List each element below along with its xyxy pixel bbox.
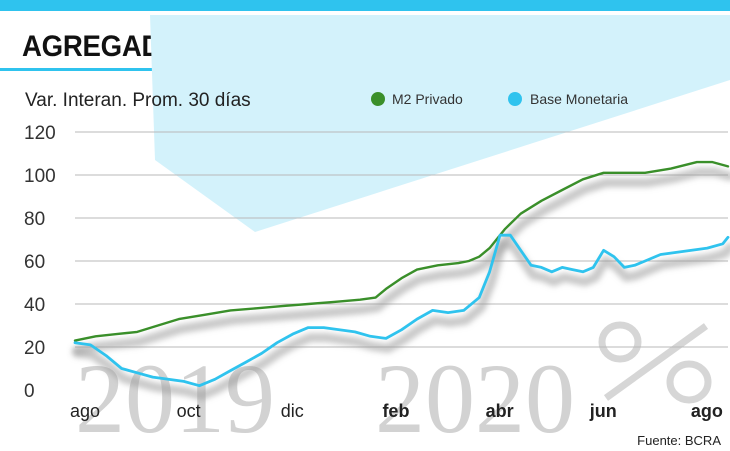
x-tick-label-abr-4: abr [486, 401, 514, 421]
series-shadow-base-monetaria [72, 240, 730, 401]
x-tick-label-feb-3: feb [382, 401, 409, 421]
series-lines [73, 160, 730, 388]
y-axis-tick-labels: 0 20 40 60 80 100 120 [24, 123, 56, 402]
chart-subtitle: Var. Interan. Prom. 30 días [25, 90, 251, 111]
legend-label-base: Base Monetaria [530, 91, 628, 107]
y-tick-label-20: 20 [24, 338, 45, 359]
y-tick-label-80: 80 [24, 209, 45, 230]
y-tick-label-60: 60 [24, 252, 45, 273]
top-accent-band [0, 0, 730, 11]
x-tick-label-oct-1: oct [177, 401, 201, 421]
y-tick-label-0: 0 [24, 381, 35, 402]
y-gridlines [75, 131, 728, 348]
x-axis-tick-labels: ago oct dic feb abr jun ago [70, 401, 723, 421]
legend-label-m2: M2 Privado [392, 91, 463, 107]
x-tick-label-dic-2: dic [281, 401, 304, 421]
x-tick-label-ago-6: ago [691, 401, 723, 421]
background-diagonal-band [150, 15, 730, 232]
x-tick-label-ago-0: ago [70, 401, 100, 421]
legend: M2 Privado Base Monetaria [371, 91, 628, 107]
series-shadows [72, 167, 730, 401]
legend-swatch-base [508, 92, 522, 106]
source-note: Fuente: BCRA [637, 433, 721, 448]
watermark-year-2020: 2020 [375, 343, 575, 451]
series-line-base-monetaria [73, 233, 730, 388]
series-line-m2-privado [73, 160, 730, 342]
y-tick-label-120: 120 [24, 123, 56, 144]
series-shadow-m2-privado [72, 167, 730, 356]
y-tick-label-40: 40 [24, 295, 45, 316]
legend-swatch-m2 [371, 92, 385, 106]
watermark-percent-icon [598, 321, 712, 404]
x-tick-label-jun-5: jun [589, 401, 617, 421]
y-tick-label-100: 100 [24, 166, 56, 187]
